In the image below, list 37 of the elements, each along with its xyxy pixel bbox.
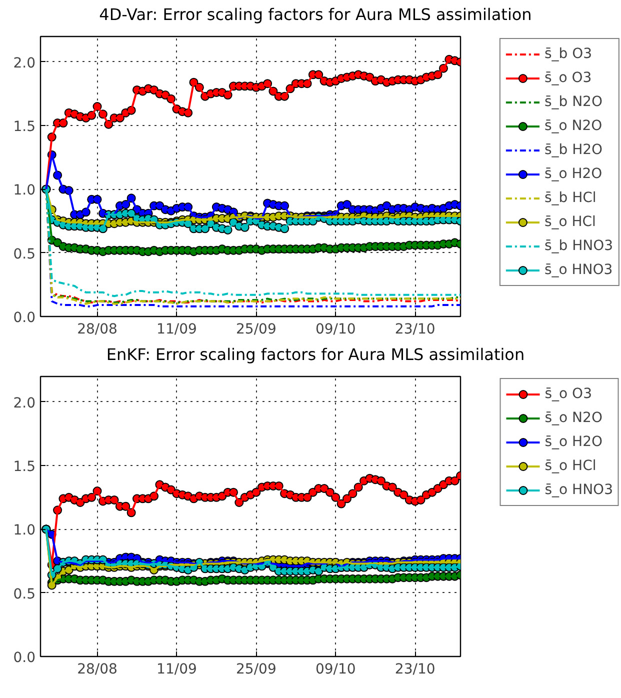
y-tick-label: 2.0	[13, 55, 36, 72]
y-tick-label: 1.5	[13, 459, 36, 476]
x-tick-label: 25/09	[236, 662, 276, 678]
y-tick-label: 2.0	[13, 395, 36, 412]
legend-label: s̄_o O3	[544, 386, 592, 402]
x-tick-label: 23/10	[394, 322, 436, 338]
x-tick-label: 28/08	[77, 322, 118, 338]
legend-label: s̄_o HCl	[544, 214, 596, 230]
y-tick-label: 0.5	[13, 246, 36, 262]
legend-label: s̄_o HCl	[544, 458, 596, 474]
x-tick-label: 09/10	[315, 322, 356, 338]
legend-label: s̄_b N2O	[544, 94, 602, 110]
x-tick-label: 09/10	[315, 662, 356, 678]
legend-label: s̄_o O3	[544, 70, 592, 86]
x-tick-label: 11/09	[156, 322, 197, 338]
legend-label: s̄_o H2O	[544, 434, 603, 450]
legend-label: s̄_o HNO3	[544, 482, 613, 498]
legend-label: s̄_b HNO3	[544, 238, 613, 254]
y-tick-label: 1.0	[13, 182, 36, 199]
y-tick-label: 0.0	[13, 310, 36, 326]
x-tick-label: 28/08	[77, 662, 118, 678]
y-tick-label: 0.0	[13, 650, 36, 666]
x-tick-label: 11/09	[156, 662, 197, 678]
chart-title: EnKF: Error scaling factors for Aura MLS assimilation	[106, 344, 525, 366]
x-tick-label: 25/09	[236, 322, 276, 338]
legend-label: s̄_o N2O	[544, 410, 602, 426]
legend-label: s̄_o H2O	[544, 166, 602, 182]
legend-label: s̄_o N2O	[544, 118, 602, 134]
chart-title: 4D-Var: Error scaling factors for Aura MLS assimilation	[99, 4, 532, 26]
legend-label: s̄_b O3	[544, 46, 592, 62]
legend-label: s̄_b H2O	[544, 142, 603, 158]
x-tick-label: 23/10	[394, 662, 436, 678]
y-tick-label: 1.0	[13, 522, 36, 539]
legend-label: s̄_o HNO3	[544, 262, 613, 278]
legend-label: s̄_b HCl	[544, 190, 596, 206]
y-tick-label: 0.5	[13, 586, 36, 602]
y-tick-label: 1.5	[13, 119, 36, 136]
